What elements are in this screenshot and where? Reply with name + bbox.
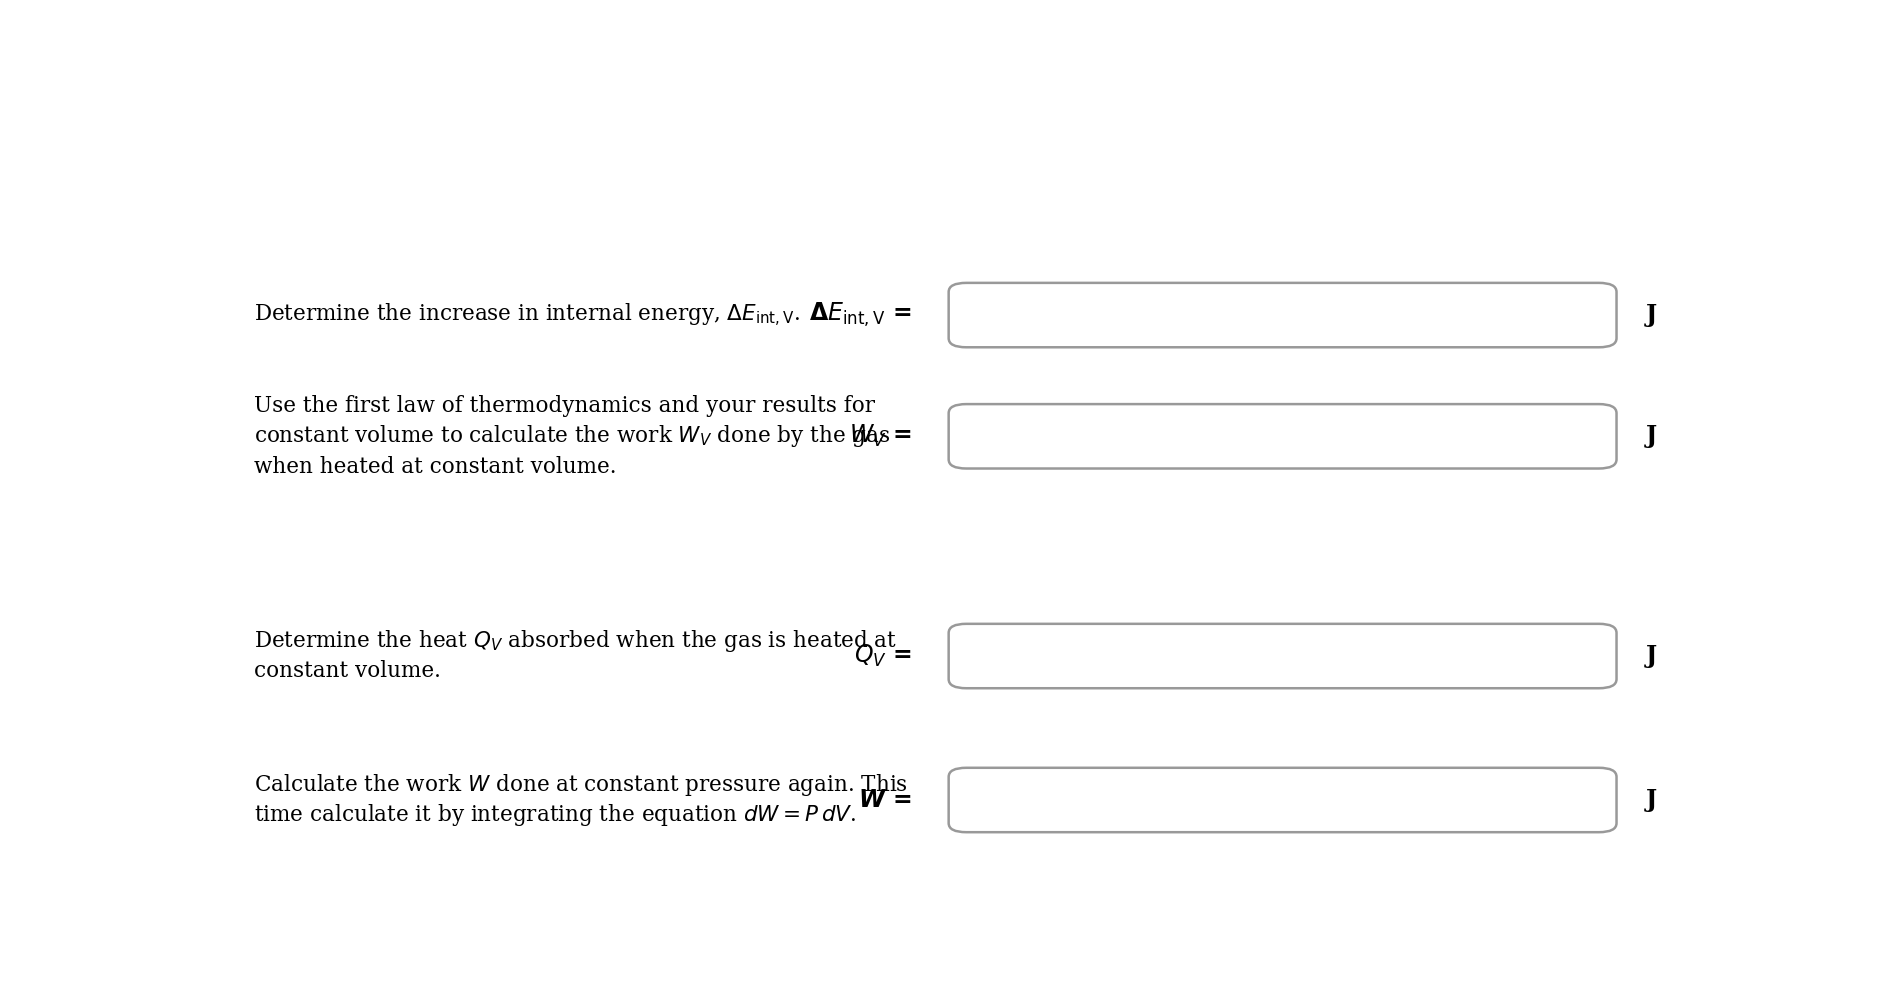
- Text: constant volume to calculate the work $W_V$ done by the gas: constant volume to calculate the work $W…: [254, 423, 890, 450]
- Text: J: J: [1646, 424, 1657, 449]
- Text: constant volume.: constant volume.: [254, 660, 441, 682]
- FancyBboxPatch shape: [949, 404, 1616, 468]
- Text: J: J: [1646, 645, 1657, 668]
- Text: $\boldsymbol{\Delta E_{\mathrm{int,V}}}$ =: $\boldsymbol{\Delta E_{\mathrm{int,V}}}$…: [809, 301, 913, 329]
- FancyBboxPatch shape: [949, 768, 1616, 832]
- Text: J: J: [1646, 788, 1657, 812]
- Text: $\boldsymbol{Q_V}$ =: $\boldsymbol{Q_V}$ =: [854, 643, 913, 669]
- Text: Determine the increase in internal energy, $\Delta E_{\mathrm{int,V}}$.: Determine the increase in internal energ…: [254, 301, 801, 329]
- FancyBboxPatch shape: [949, 282, 1616, 347]
- FancyBboxPatch shape: [949, 624, 1616, 688]
- Text: $\boldsymbol{W}$ =: $\boldsymbol{W}$ =: [858, 788, 913, 812]
- Text: when heated at constant volume.: when heated at constant volume.: [254, 456, 617, 477]
- Text: Determine the heat $Q_V$ absorbed when the gas is heated at: Determine the heat $Q_V$ absorbed when t…: [254, 628, 898, 654]
- Text: Use the first law of thermodynamics and your results for: Use the first law of thermodynamics and …: [254, 395, 875, 417]
- Text: $\boldsymbol{W_V}$ =: $\boldsymbol{W_V}$ =: [849, 423, 913, 450]
- Text: time calculate it by integrating the equation $dW = P\,dV$.: time calculate it by integrating the equ…: [254, 802, 856, 829]
- Text: Calculate the work $W$ done at constant pressure again. This: Calculate the work $W$ done at constant …: [254, 771, 909, 798]
- Text: J: J: [1646, 303, 1657, 327]
